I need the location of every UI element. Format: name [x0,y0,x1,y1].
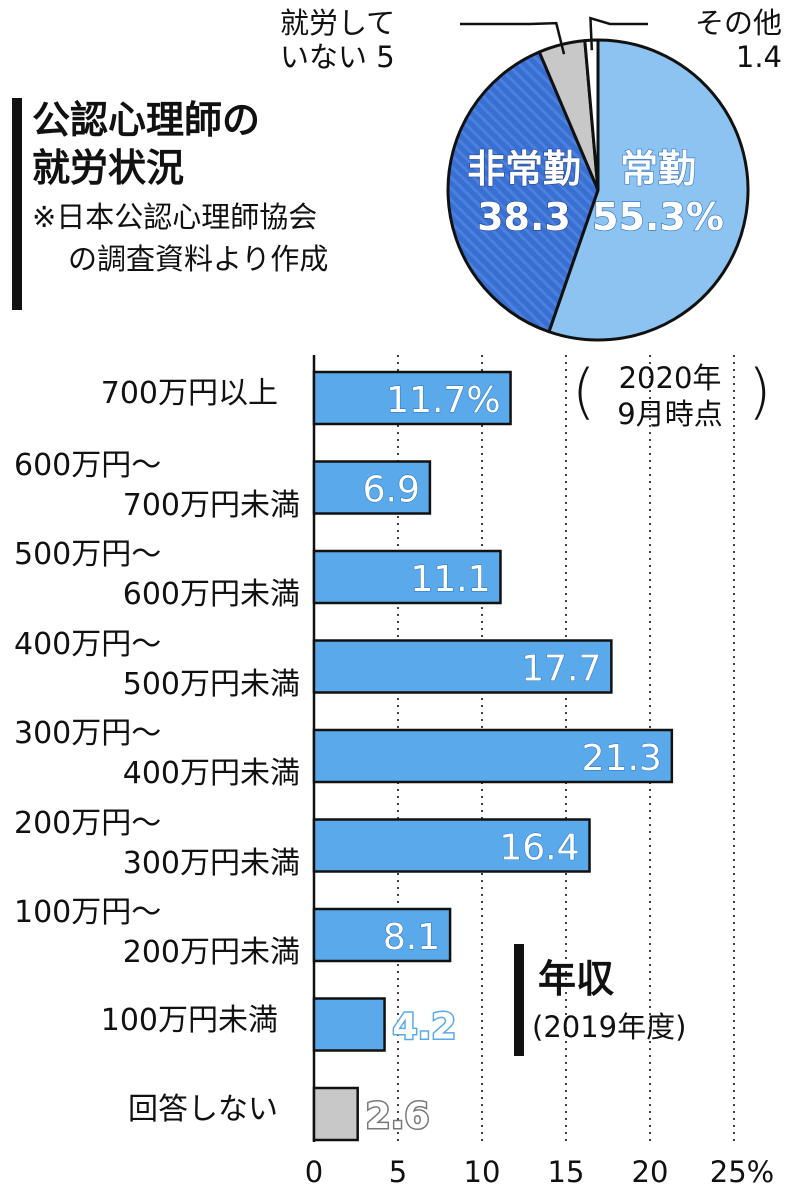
pie-label-other-line-1: その他 [694,6,782,40]
bar-category-label-line: 200万円未満 [122,935,300,970]
bar-category-label-line: 600万円〜 [14,447,162,483]
bar-category-label: 200万円〜 300万円未満 [0,804,300,884]
bar-value-label: 21.3 [582,738,662,779]
bar-category-label-line: 700万円未満 [122,487,300,523]
date-note-close-paren: ) [748,357,772,427]
pie-label-unemployed-line-1: 就労して [280,6,396,40]
bar-chart-title: 年収 [538,957,615,1001]
bar [312,997,386,1052]
bar-category-label-line: 100万円〜 [14,895,162,930]
chart-title-line-2: 就労状況 [32,146,185,190]
source-note: ※日本公認心理師協会 の調査資料より作成 [32,196,328,280]
pie-inner-label-0: 常勤 [620,147,696,191]
bar-value-label: 6.9 [363,470,420,511]
bar-value-label: 2.6 [366,1096,430,1137]
bar-category-label-line: 400万円〜 [14,626,162,662]
bar-category-label-line: 600万円未満 [122,577,300,612]
bar-category-label: 回答しない [0,1090,278,1130]
pie-inner-value-1: 38.3 [477,195,571,239]
source-note-line-1: ※日本公認心理師協会 [32,200,318,234]
pie-label-unemployed: 就労して いない 5 [280,6,395,74]
bar [312,907,452,963]
bar-category-label-line: 300万円〜 [14,716,162,751]
bar-category-label-line: 300万円未満 [122,845,300,881]
bar [312,460,432,515]
bar-category-label: 300万円〜 400万円未満 [0,714,300,794]
x-tick-label: 10 [464,1155,501,1189]
bar-title-accent-bar [514,944,524,1056]
x-tick-label: 20 [632,1155,669,1189]
title-accent-bar [12,98,22,310]
bar [312,728,674,784]
date-note: 2020年 9月時点 [570,360,770,432]
pie-leader-other [589,16,648,51]
date-note-line-2: 9月時点 [617,397,723,431]
bar-value-label: 11.7% [386,380,500,421]
bar-category-label-line: 200万円〜 [14,805,162,841]
x-tick-label: 15 [548,1155,585,1189]
bar-value-label: 16.4 [499,828,579,869]
bar [312,639,613,694]
bar-category-label: 600万円〜 700万円未満 [0,446,300,526]
bar-category-label-line: 500万円〜 [14,537,162,572]
bar-category-label: 100万円〜 200万円未満 [0,893,300,973]
bar-category-label: 400万円〜 500万円未満 [0,625,300,705]
bar [312,1086,359,1142]
date-note-open-paren: ( [572,357,596,427]
pie-label-unemployed-line-2: いない 5 [280,40,395,74]
bar-value-label: 11.1 [410,559,490,600]
bar-value-label: 17.7 [521,649,601,690]
pie-leader-unemployed [460,21,566,55]
bar-value-label: 4.2 [393,1007,457,1048]
bar-category-label-line: 400万円未満 [122,756,300,791]
bar-category-label: 500万円〜 600万円未満 [0,535,300,615]
pie-inner-value-0: 55.3% [592,195,724,239]
bar [312,370,512,426]
bar-category-label: 700万円以上 [0,374,278,414]
chart-title: 公認心理師の 就労状況 [32,96,260,192]
bar-category-label-line: 500万円未満 [122,666,300,702]
pie-label-other-line-2: 1.4 [735,40,782,74]
x-tick-label: 5 [389,1155,407,1189]
pie-inner-label-1: 非常勤 [467,147,581,191]
source-note-line-2: の調査資料より作成 [68,242,329,276]
x-tick-label: 25% [710,1155,774,1189]
bar-value-label: 8.1 [383,917,440,958]
bar-category-label-line: 100万円未満 [100,1002,278,1038]
pie-label-other: その他 1.4 [652,6,782,74]
bar-category-label: 100万円未満 [0,1001,278,1041]
bar-category-label-line: 回答しない [128,1092,278,1127]
bar [312,818,591,873]
x-tick-label: 0 [305,1155,323,1189]
chart-title-line-1: 公認心理師の [32,98,261,142]
bar-chart-subtitle: (2019年度) [532,1010,687,1044]
pie-slice-nonregular [446,50,600,334]
bar [312,549,502,605]
bar-category-label-line: 700万円以上 [100,376,278,411]
date-note-line-1: 2020年 [618,361,722,395]
